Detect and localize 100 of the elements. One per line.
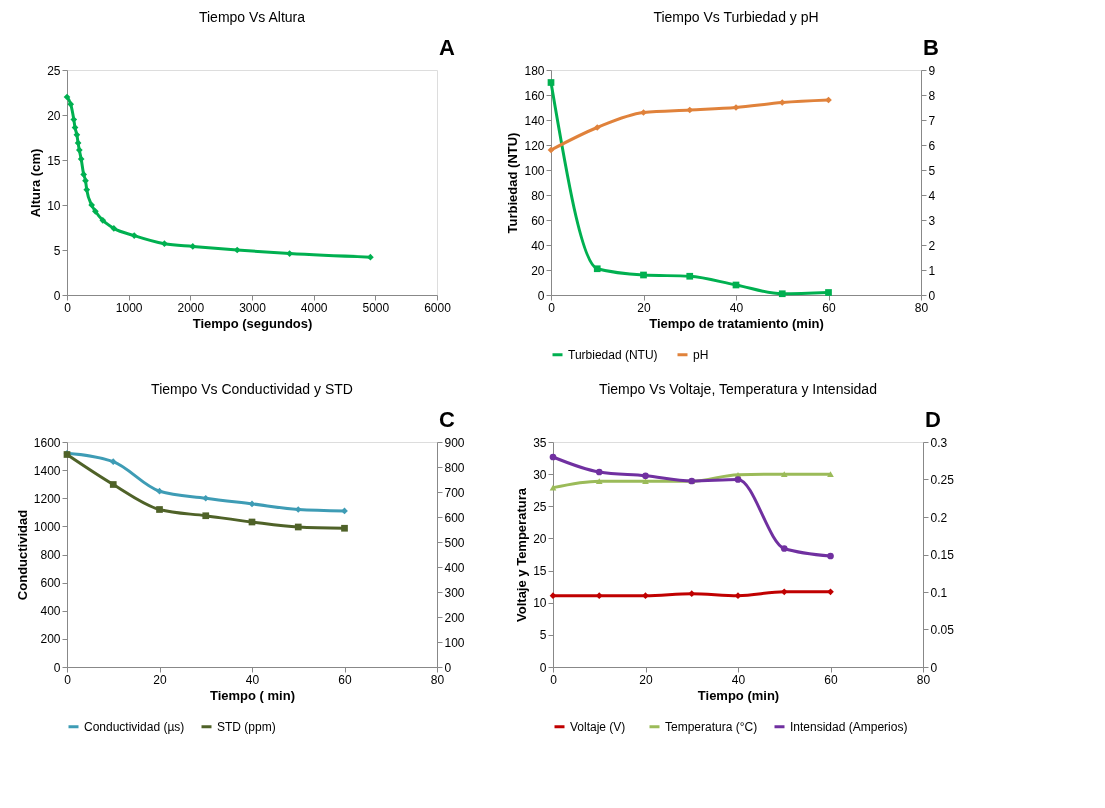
y2-tick-label: 8 xyxy=(928,88,936,103)
y-tick-label: 0 xyxy=(537,288,545,303)
y-tick-label: 400 xyxy=(40,604,61,619)
x-tick-label: 60 xyxy=(824,672,838,687)
y-tick-label: 20 xyxy=(47,108,61,123)
x-axis-title: Tiempo ( min) xyxy=(210,687,295,703)
y2-tick-label: 6 xyxy=(928,138,936,153)
point xyxy=(593,124,601,131)
y2-tick-label: 500 xyxy=(444,535,465,550)
point xyxy=(593,265,601,273)
point xyxy=(686,272,694,280)
point xyxy=(189,243,197,250)
point xyxy=(88,201,96,209)
y-tick-label: 180 xyxy=(524,63,545,78)
chart-title: Tiempo Vs Conductividad y STD xyxy=(151,381,353,397)
y-tick-label: 1200 xyxy=(33,491,61,506)
y2-tick-label: 0.05 xyxy=(930,623,955,637)
y-axis-title: Conductividad xyxy=(14,509,30,601)
y-tick-label: 1600 xyxy=(33,435,61,450)
point xyxy=(202,494,210,502)
y-tick-label: 100 xyxy=(524,163,545,178)
point xyxy=(70,116,78,123)
point xyxy=(202,512,210,520)
chart-title: Tiempo Vs Voltaje, Temperatura y Intensidad xyxy=(599,381,877,397)
point xyxy=(156,506,163,513)
y-tick-label: 20 xyxy=(533,531,547,546)
y2-tick-label: 900 xyxy=(444,435,465,450)
point xyxy=(248,500,256,508)
y-tick-label: 200 xyxy=(40,632,61,647)
y-tick-label: 25 xyxy=(533,499,547,514)
y2-tick-label: 9 xyxy=(928,63,936,78)
y2-tick-label: 5 xyxy=(928,163,936,178)
point xyxy=(642,472,649,480)
x-tick-label: 40 xyxy=(729,300,744,315)
x-tick-label: 5000 xyxy=(362,300,390,315)
x-tick-label: 20 xyxy=(637,300,651,315)
point xyxy=(82,177,89,185)
point xyxy=(110,225,118,232)
point xyxy=(549,484,557,491)
legend-label: pH xyxy=(693,347,709,362)
point xyxy=(294,506,302,513)
y2-tick-label: 0 xyxy=(930,660,938,675)
text: C xyxy=(439,407,456,432)
y2-tick-label: 4 xyxy=(928,188,936,203)
y-tick-label: 600 xyxy=(40,576,61,591)
y2-tick-label: 700 xyxy=(444,485,465,500)
y-axis-title: Altura (cm) xyxy=(28,148,44,218)
y2-tick-label: 600 xyxy=(444,510,465,525)
x-tick-label: 3000 xyxy=(239,300,267,315)
y-tick-label: 60 xyxy=(531,213,545,228)
y2-tick-label: 0 xyxy=(444,660,452,675)
x-tick-label: 20 xyxy=(153,672,167,687)
point xyxy=(780,471,788,478)
x-tick-label: 2000 xyxy=(177,300,205,315)
y-tick-label: 160 xyxy=(524,88,545,103)
point xyxy=(286,250,293,257)
y-tick-label: 0 xyxy=(539,660,547,675)
point xyxy=(83,186,91,194)
y2-tick-label: 0.1 xyxy=(930,585,948,600)
point xyxy=(640,109,647,116)
point xyxy=(688,590,696,598)
y2-tick-label: 0.3 xyxy=(930,435,948,450)
y-tick-label: 80 xyxy=(531,188,545,203)
legend-label: STD (ppm) xyxy=(217,719,276,734)
x-axis-title: Tiempo (min) xyxy=(697,687,780,703)
text: D xyxy=(925,407,941,432)
y-axis-title: Voltaje y Temperatura xyxy=(514,487,530,622)
y2-tick-label: 2 xyxy=(928,238,936,253)
y2-tick-label: 400 xyxy=(444,560,465,575)
y2-tick-label: 0 xyxy=(928,288,936,303)
point xyxy=(63,93,71,101)
point xyxy=(595,478,603,485)
x-tick-label: 6000 xyxy=(424,300,452,315)
point xyxy=(827,471,834,478)
chart-title: Tiempo Vs Turbiedad y pH xyxy=(653,9,819,25)
y2-tick-label: 0.25 xyxy=(930,473,955,487)
legend-label: Turbiedad (NTU) xyxy=(568,347,658,362)
y-tick-label: 1000 xyxy=(33,519,61,534)
y2-tick-label: 7 xyxy=(928,113,936,128)
y-tick-label: 800 xyxy=(40,548,61,562)
point xyxy=(827,588,834,596)
x-tick-label: 4000 xyxy=(300,300,328,315)
point xyxy=(109,458,117,466)
y-tick-label: 120 xyxy=(524,138,545,153)
point xyxy=(75,146,83,154)
point xyxy=(549,453,557,461)
legend-label: Temperatura (°C) xyxy=(665,719,758,734)
y-tick-label: 10 xyxy=(47,198,61,213)
point xyxy=(778,290,786,298)
x-axis-title: Tiempo de tratamiento (min) xyxy=(649,315,824,331)
x-tick-label: 0 xyxy=(550,672,558,687)
y2-tick-label: 0.15 xyxy=(930,548,955,562)
chart-title: Tiempo Vs Altura xyxy=(198,9,306,25)
point xyxy=(67,100,75,108)
y-tick-label: 35 xyxy=(533,435,547,450)
legend-label: Intensidad (Amperios) xyxy=(790,719,908,734)
point xyxy=(130,232,138,239)
y2-tick-label: 200 xyxy=(444,610,465,625)
x-tick-label: 40 xyxy=(731,672,746,687)
x-tick-label: 80 xyxy=(914,300,929,315)
